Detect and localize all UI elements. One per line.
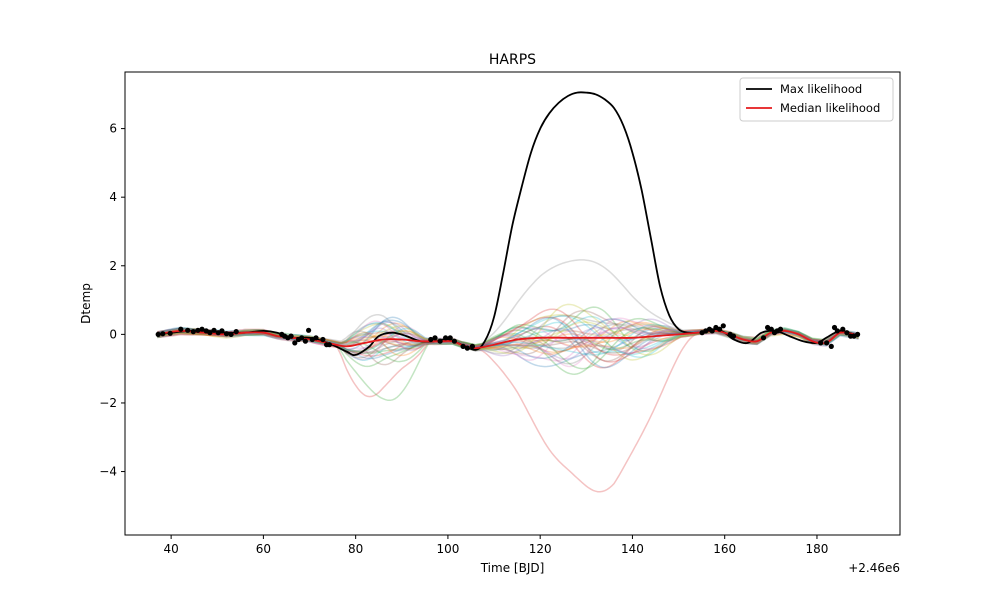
posterior-sample-line xyxy=(157,321,859,361)
x-tick-label: 60 xyxy=(256,542,271,556)
y-tick-label: 4 xyxy=(109,190,117,204)
data-point xyxy=(155,331,161,337)
x-tick-label: 40 xyxy=(163,542,178,556)
x-tick-label: 160 xyxy=(713,542,736,556)
data-point xyxy=(313,335,319,341)
data-point xyxy=(768,326,774,332)
data-point xyxy=(211,327,217,333)
y-tick-label: 0 xyxy=(109,327,117,341)
data-point xyxy=(760,335,767,341)
data-point xyxy=(178,326,184,332)
posterior-sample-line xyxy=(157,321,859,360)
posterior-samples xyxy=(157,259,859,493)
data-point xyxy=(460,343,466,349)
posterior-sample-line xyxy=(157,318,859,362)
legend: Max likelihood Median likelihood xyxy=(739,77,894,122)
y-tick-label: 2 xyxy=(109,259,117,273)
data-point xyxy=(437,338,443,344)
data-point xyxy=(451,338,457,344)
data-point xyxy=(228,331,234,337)
data-point xyxy=(288,333,294,339)
data-point xyxy=(195,327,201,333)
chart-title: HARPS xyxy=(489,52,536,68)
posterior-sample-line xyxy=(157,318,859,357)
x-axis-label: Time [BJD] xyxy=(480,561,545,575)
data-point xyxy=(709,328,715,334)
y-axis: −4 −2 0 2 4 6 xyxy=(99,122,125,479)
y-tick-label: −4 xyxy=(99,465,117,479)
data-point xyxy=(299,335,305,341)
posterior-sample-line xyxy=(157,303,859,356)
posterior-sample-line xyxy=(157,321,859,353)
legend-label-max: Max likelihood xyxy=(780,82,862,96)
data-point xyxy=(730,333,737,339)
data-point xyxy=(292,340,298,346)
data-point xyxy=(855,331,861,337)
x-tick-label: 180 xyxy=(806,542,829,556)
data-point xyxy=(185,327,191,333)
x-tick-label: 140 xyxy=(621,542,644,556)
data-point xyxy=(306,327,312,333)
data-point xyxy=(320,336,326,343)
data-point xyxy=(160,331,166,337)
data-point xyxy=(447,335,453,341)
plot-frame xyxy=(124,71,901,536)
posterior-sample-line xyxy=(157,317,859,402)
data-point xyxy=(717,326,723,332)
legend-box xyxy=(739,77,894,122)
y-tick-label: −2 xyxy=(99,396,117,410)
data-point xyxy=(219,328,225,334)
data-point xyxy=(443,335,449,341)
posterior-sample-line xyxy=(157,320,859,361)
data-point xyxy=(167,330,173,336)
data-point xyxy=(824,340,830,346)
data-point xyxy=(223,331,230,337)
y-axis-label: Dtemp xyxy=(79,283,93,324)
data-points xyxy=(155,323,861,351)
data-point xyxy=(428,336,434,343)
data-point xyxy=(207,330,213,336)
posterior-sample-line xyxy=(157,315,859,356)
data-point xyxy=(840,326,846,332)
data-point xyxy=(326,342,332,348)
data-point xyxy=(464,345,470,351)
data-point xyxy=(834,328,840,334)
x-tick-label: 80 xyxy=(348,542,363,556)
data-point xyxy=(199,326,205,332)
data-point xyxy=(777,326,784,332)
y-tick-label: 6 xyxy=(109,122,117,136)
data-point xyxy=(844,330,850,336)
data-point xyxy=(720,323,726,329)
data-point xyxy=(190,329,196,335)
data-point xyxy=(432,335,438,341)
x-tick-label: 120 xyxy=(529,542,552,556)
data-point xyxy=(818,340,824,346)
data-point xyxy=(302,338,308,344)
x-axis: 40 60 80 100 120 140 160 180 xyxy=(163,535,828,556)
data-point xyxy=(469,343,475,349)
x-tick-label: 100 xyxy=(436,542,459,556)
legend-label-median: Median likelihood xyxy=(780,101,880,115)
data-point xyxy=(828,343,834,349)
x-offset-label: +2.46e6 xyxy=(848,561,900,575)
posterior-sample-line xyxy=(157,308,859,356)
data-point xyxy=(233,329,239,335)
